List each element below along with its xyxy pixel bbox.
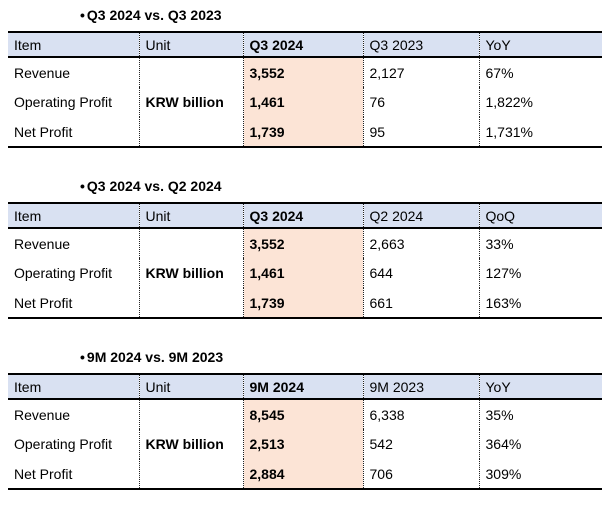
section-title-text: Q3 2024 vs. Q2 2024 [86,178,222,194]
cell-change-value: 1,822% [478,87,602,117]
column-header-change: YoY [478,32,602,57]
comparison-section-9m-yoy: • 9M 2024 vs. 9M 2023 Item Unit 9M 2024 9… [0,349,613,490]
bullet-icon: • [80,349,85,365]
table-row-net-profit: Net Profit 1,739 95 1,731% [8,117,602,147]
cell-current-value: 2,884 [242,459,363,489]
section-title-text: Q3 2024 vs. Q3 2023 [86,7,222,23]
cell-current-value: 1,461 [242,258,363,288]
cell-prior-value: 2,663 [362,228,479,258]
cell-prior-value: 542 [362,429,479,459]
table-row-operating-profit: Operating Profit 1,461 644 127% [8,258,602,288]
cell-prior-value: 706 [362,459,479,489]
cell-change-value: 364% [478,429,602,459]
table-row-operating-profit: Operating Profit 1,461 76 1,822% [8,87,602,117]
comparison-section-q3-yoy: • Q3 2024 vs. Q3 2023 Item Unit Q3 2024 Q… [0,7,613,148]
comparison-section-q3-qoq: • Q3 2024 vs. Q2 2024 Item Unit Q3 2024 Q… [0,178,613,319]
cell-unit: KRW billion [138,57,243,147]
cell-change-value: 127% [478,258,602,288]
cell-item: Revenue [14,235,71,252]
cell-prior-value: 644 [362,258,479,288]
cell-item: Net Profit [14,465,73,482]
column-header-unit: Unit [138,32,243,57]
header-row: Item Unit Q3 2024 Q3 2023 YoY [8,32,602,57]
cell-current-value: 3,552 [242,57,363,87]
cell-change-value: 1,731% [478,117,602,147]
cell-current-value: 1,739 [242,288,363,318]
cell-item: Net Profit [14,123,73,140]
cell-current-value: 8,545 [242,399,363,429]
cell-current-value: 1,739 [242,117,363,147]
section-title: • 9M 2024 vs. 9M 2023 [80,349,613,365]
table-row-net-profit: Net Profit 2,884 706 309% [8,459,602,489]
column-header-change: QoQ [478,203,602,228]
comparison-table: Item Unit 9M 2024 9M 2023 YoY Revenue KR… [8,373,602,490]
column-header-change: YoY [478,374,602,399]
cell-item: Revenue [14,64,71,81]
cell-item: Operating Profit [14,436,113,452]
cell-change-value: 67% [478,57,602,87]
column-header-current-period: 9M 2024 [242,374,363,399]
cell-item: Revenue [14,406,71,423]
cell-unit: KRW billion [138,399,243,489]
column-header-unit: Unit [138,374,243,399]
column-header-item: Item [8,203,139,228]
cell-prior-value: 2,127 [362,57,479,87]
cell-current-value: 3,552 [242,228,363,258]
section-title: • Q3 2024 vs. Q2 2024 [80,178,613,194]
column-header-prior-period: Q2 2024 [362,203,479,228]
header-row: Item Unit Q3 2024 Q2 2024 QoQ [8,203,602,228]
cell-change-value: 309% [478,459,602,489]
cell-prior-value: 76 [362,87,479,117]
cell-change-value: 35% [478,399,602,429]
table-row-net-profit: Net Profit 1,739 661 163% [8,288,602,318]
cell-item: Operating Profit [14,265,113,281]
column-header-prior-period: Q3 2023 [362,32,479,57]
cell-change-value: 163% [478,288,602,318]
table-row-operating-profit: Operating Profit 2,513 542 364% [8,429,602,459]
column-header-item: Item [8,374,139,399]
column-header-item: Item [8,32,139,57]
cell-change-value: 33% [478,228,602,258]
cell-unit: KRW billion [138,228,243,318]
bullet-icon: • [80,178,85,194]
table-row-revenue: Revenue KRW billion 3,552 2,663 33% [8,228,602,318]
table-row-revenue: Revenue KRW billion 8,545 6,338 35% [8,399,602,489]
cell-item: Operating Profit [14,94,113,110]
comparison-table: Item Unit Q3 2024 Q2 2024 QoQ Revenue KR… [8,202,602,319]
cell-current-value: 2,513 [242,429,363,459]
cell-prior-value: 6,338 [362,399,479,429]
section-title: • Q3 2024 vs. Q3 2023 [80,7,613,23]
comparison-table: Item Unit Q3 2024 Q3 2023 YoY Revenue KR… [8,31,602,148]
cell-prior-value: 661 [362,288,479,318]
column-header-current-period: Q3 2024 [242,203,363,228]
header-row: Item Unit 9M 2024 9M 2023 YoY [8,374,602,399]
section-title-text: 9M 2024 vs. 9M 2023 [86,349,224,365]
bullet-icon: • [80,7,85,23]
column-header-unit: Unit [138,203,243,228]
column-header-current-period: Q3 2024 [242,32,363,57]
cell-item: Net Profit [14,294,73,311]
table-row-revenue: Revenue KRW billion 3,552 2,127 67% [8,57,602,147]
cell-prior-value: 95 [362,117,479,147]
column-header-prior-period: 9M 2023 [362,374,479,399]
cell-current-value: 1,461 [242,87,363,117]
